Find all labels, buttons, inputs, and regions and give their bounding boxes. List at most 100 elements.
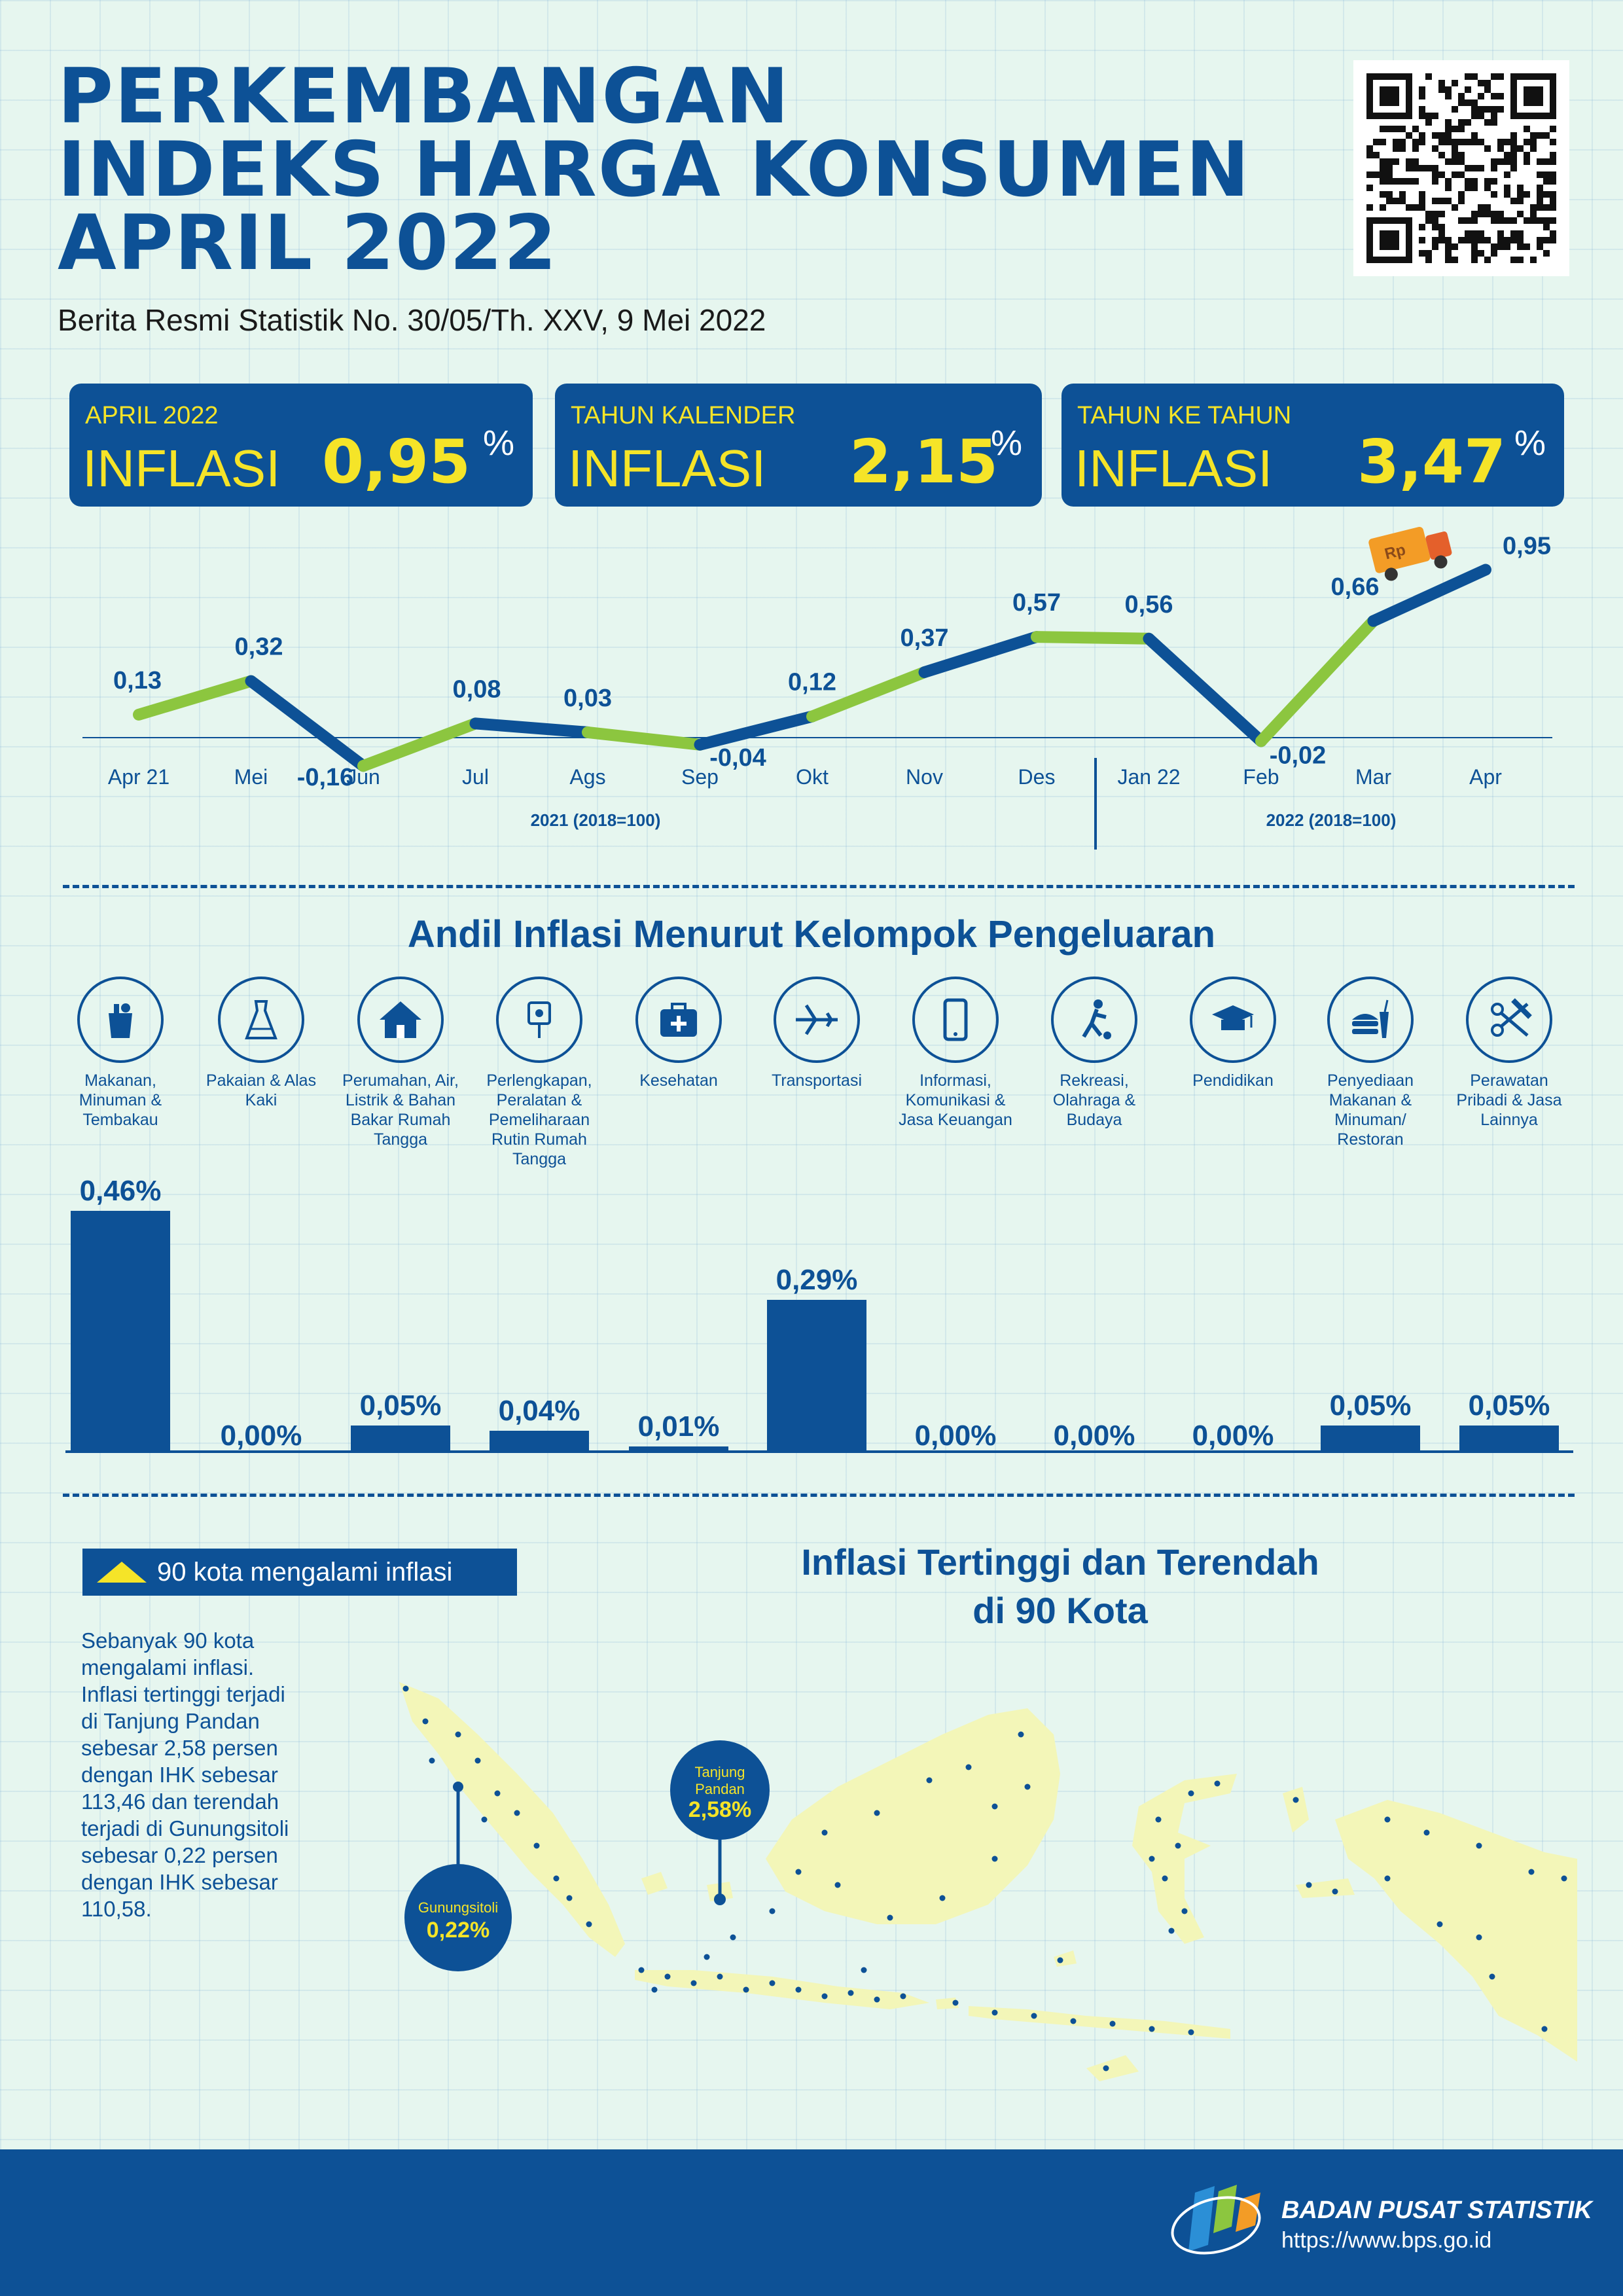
city-dot: [1188, 2029, 1194, 2036]
bar: [1459, 1426, 1559, 1452]
category-item: Perlengkapan, Peralatan & Pemeliharaan R…: [474, 977, 605, 1169]
category-label: Makanan, Minuman & Tembakau: [79, 1071, 162, 1129]
city-dot: [874, 1810, 880, 1816]
x-tick-label: Nov: [906, 765, 943, 789]
city-dot: [1436, 1921, 1443, 1928]
city-dot: [429, 1757, 435, 1764]
city-dots: [402, 1685, 1567, 2072]
card-caption: TAHUN KE TAHUN: [1077, 402, 1292, 429]
card-label: INFLASI: [82, 439, 281, 497]
grocery-bag-icon: [77, 977, 164, 1063]
bar-value-label: 0,00%: [1192, 1420, 1274, 1452]
qr-code-icon[interactable]: [1353, 60, 1569, 276]
city-dot: [553, 1875, 560, 1882]
point-value-label: -0,04: [709, 744, 766, 772]
point-value-label: 0,66: [1331, 573, 1380, 601]
monthly-inflation-line-chart: Rp 0,13 0,32 -0,16 0,08 0,03 -0,04 0,12 0,37 0,57…: [82, 526, 1552, 850]
city-dot: [664, 1973, 671, 1980]
x-tick-label: Apr: [1469, 765, 1502, 789]
truck-icon: Rp: [1368, 526, 1452, 581]
bar-value-label: 0,29%: [776, 1264, 858, 1296]
bar: [629, 1446, 728, 1452]
highest-city-name-1: Tanjung: [694, 1764, 745, 1780]
divider: [63, 885, 1575, 888]
x-tick-label: Ags: [569, 765, 605, 789]
series-segment: [357, 717, 482, 772]
card-unit: %: [991, 423, 1023, 463]
map-title-line: Inflasi Tertinggi dan Terendah: [801, 1541, 1319, 1583]
cities-legend: 90 kota mengalami inflasi: [82, 1549, 517, 1596]
point-value-label: 0,13: [113, 667, 162, 694]
city-dot: [1162, 1875, 1168, 1882]
city-dot: [821, 1829, 828, 1836]
bar-value-label: 0,05%: [1469, 1390, 1550, 1422]
x-tick-label: Des: [1018, 765, 1056, 789]
bar-value-label: 0,00%: [915, 1420, 997, 1452]
card-caption: APRIL 2022: [85, 402, 219, 429]
category-label: Perumahan, Air, Listrik & Bahan Bakar Ru…: [342, 1071, 459, 1149]
point-value-label: 0,12: [788, 669, 836, 696]
house-icon: [357, 977, 444, 1063]
category-label: Kesehatan: [639, 1071, 718, 1090]
series-segment: [806, 666, 931, 723]
category-item: Penyediaan Makanan & Minuman/ Restoran: [1305, 977, 1436, 1149]
city-dot: [939, 1895, 946, 1901]
city-dot: [1103, 2065, 1109, 2072]
series-segment: [245, 675, 369, 772]
category-item: Perumahan, Air, Listrik & Bahan Bakar Ru…: [335, 977, 466, 1149]
city-dot: [704, 1954, 710, 1960]
city-dot: [1057, 1957, 1063, 1964]
city-dot: [690, 1980, 697, 1986]
card-unit: %: [483, 423, 515, 463]
highest-city-badge: [670, 1740, 770, 1840]
card-value: 0,95: [322, 427, 471, 497]
city-dot: [1423, 1829, 1430, 1836]
inflation-card-yoy: TAHUN KE TAHUN INFLASI 3,47 %: [1061, 384, 1564, 507]
city-dot: [743, 1986, 749, 1993]
x-tick-label: Apr 21: [108, 765, 169, 789]
point-value-label: 0,56: [1125, 591, 1173, 619]
city-dot: [474, 1757, 481, 1764]
city-dot: [795, 1986, 802, 1993]
city-dot: [1489, 1973, 1495, 1980]
title-line: INDEKS HARGA KONSUMEN: [58, 126, 1251, 214]
category-item: Perawatan Pribadi & Jasa Lainnya: [1444, 977, 1575, 1130]
card-unit: %: [1514, 423, 1546, 463]
x-tick-label: Sep: [681, 765, 719, 789]
point-value-label: 0,95: [1503, 533, 1551, 560]
category-item: Pendidikan: [1168, 977, 1298, 1090]
city-dot: [769, 1908, 776, 1914]
page-title: PERKEMBANGAN INDEKS HARGA KONSUMEN APRIL…: [58, 59, 1301, 281]
x-tick-label: Jun: [346, 765, 380, 789]
city-dot: [861, 1967, 867, 1973]
city-dot: [1070, 2018, 1077, 2024]
category-item: Kesehatan: [613, 977, 744, 1090]
x-tick-label: Jul: [462, 765, 489, 789]
bar-value-label: 0,01%: [638, 1410, 720, 1443]
map-title: Inflasi Tertinggi dan Terendah di 90 Kot…: [733, 1538, 1387, 1635]
bps-url-link[interactable]: https://www.bps.go.id: [1281, 2228, 1492, 2253]
plug-icon: [496, 977, 582, 1063]
period-label-2021: 2021 (2018=100): [531, 810, 661, 830]
city-dot: [586, 1921, 592, 1928]
footer: [0, 2149, 1623, 2296]
lowest-city-value: 0,22%: [427, 1918, 490, 1943]
city-dot: [1155, 1816, 1162, 1823]
x-tick-label: Okt: [796, 765, 829, 789]
contribution-bar-chart: 0,46% 0,00% 0,05% 0,04% 0,01% 0,29% 0,00% 0,00%…: [65, 1175, 1573, 1453]
city-dot: [494, 1790, 501, 1797]
x-tick-label: Feb: [1243, 765, 1279, 789]
bar: [1321, 1426, 1420, 1452]
category-label: Informasi, Komunikasi & Jasa Keuangan: [899, 1071, 1012, 1129]
category-item: Pakaian & Alas Kaki: [196, 977, 327, 1110]
section-title-andil: Andil Inflasi Menurut Kelompok Pengeluar…: [407, 913, 1216, 956]
map-title-line: di 90 Kota: [972, 1590, 1148, 1631]
city-dot: [834, 1882, 841, 1888]
category-label: Transportasi: [771, 1071, 862, 1090]
legend-text: 90 kota mengalami inflasi: [157, 1558, 453, 1587]
series-segment: [1031, 631, 1155, 645]
city-dot: [1175, 1842, 1181, 1849]
city-dot: [1024, 1784, 1031, 1790]
series-segment: [469, 717, 594, 738]
x-tick-label: Jan 22: [1117, 765, 1180, 789]
